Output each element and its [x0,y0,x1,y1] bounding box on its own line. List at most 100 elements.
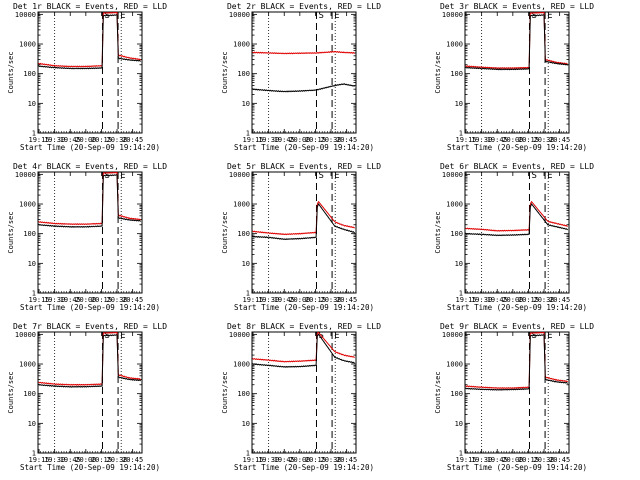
y-tick-label: 10000 [442,11,463,19]
events-series-line [38,334,142,388]
y-tick-label: 1 [459,290,463,298]
saa-marker-label: E [120,171,125,181]
x-tick-label: 19:45 [274,136,295,144]
chart-title: Det 2r BLACK = Events, RED = LLD [227,2,381,11]
y-tick-label: 10000 [442,331,463,339]
y-tick-label: 1000 [233,361,250,369]
x-tick-label: 20:00 [75,456,96,464]
x-tick-label: 19:15 [243,456,264,464]
lld-series-line [252,332,355,363]
detector-panel: Det 3r BLACK = Events, RED = LLD 1 10 100 10… [434,2,594,152]
x-axis-label: Start Time (20-Sep-09 19:14:20) [447,463,587,472]
x-axis-label: Start Time (20-Sep-09 19:14:20) [20,463,160,472]
lld-series-line [465,332,568,390]
x-tick-label: 20:15 [518,456,539,464]
events-series-line [252,83,355,93]
x-tick-label: 19:15 [456,456,477,464]
x-tick-label: 20:15 [91,136,112,144]
x-tick-label: 20:00 [502,296,523,304]
detector-panel: Det 7r BLACK = Events, RED = LLD 1 10 100 10… [7,322,167,472]
y-axis-label: Counts/sec [7,211,15,253]
x-tick-label: 19:45 [60,136,81,144]
y-tick-label: 10 [455,260,463,268]
x-tick-label: 20:15 [305,456,326,464]
y-tick-label: 100 [237,230,250,238]
x-tick-label: 20:30 [321,136,342,144]
x-tick-label: 20:15 [91,456,112,464]
lld-series-line [38,172,141,226]
x-tick-label: 20:45 [549,456,570,464]
x-tick-label: 20:00 [75,296,96,304]
saa-marker-label: S [318,171,323,181]
x-tick-label: 20:00 [75,136,96,144]
lld-series-line [252,50,356,55]
detector-panel: Det 4r BLACK = Events, RED = LLD 1 10 100 10… [7,162,167,312]
x-tick-label: 19:45 [60,456,81,464]
y-tick-label: 10 [28,100,36,108]
y-tick-label: 100 [237,390,250,398]
detector-panel: Det 6r BLACK = Events, RED = LLD 1 10 100 10… [434,162,594,312]
x-tick-label: 20:45 [122,136,143,144]
y-tick-label: 1 [246,290,250,298]
x-tick-label: 20:00 [502,456,523,464]
x-tick-label: 19:30 [258,296,279,304]
x-tick-label: 19:15 [29,136,50,144]
plot-frame [464,171,570,294]
y-tick-label: 1000 [446,41,463,49]
x-tick-label: 20:45 [122,456,143,464]
x-tick-label: 19:30 [44,136,65,144]
y-tick-label: 10 [455,100,463,108]
y-tick-label: 1 [459,450,463,458]
x-axis-label: Start Time (20-Sep-09 19:14:20) [447,303,587,312]
saa-marker-label: E [547,331,552,341]
saa-marker-label: S [531,171,536,181]
y-tick-label: 1 [32,450,36,458]
x-tick-label: 20:15 [305,296,326,304]
y-tick-label: 100 [450,390,463,398]
y-tick-label: 10 [28,420,36,428]
y-tick-label: 10000 [229,171,250,179]
x-tick-label: 19:15 [456,136,477,144]
y-tick-label: 100 [450,70,463,78]
x-tick-label: 20:15 [518,296,539,304]
plot-frame [251,11,357,134]
y-tick-label: 10000 [15,171,36,179]
y-tick-label: 10 [455,420,463,428]
y-tick-label: 1000 [19,201,36,209]
y-tick-label: 100 [450,230,463,238]
saa-marker-label: E [334,331,339,341]
x-tick-label: 20:30 [534,456,555,464]
detector-panel: Det 2r BLACK = Events, RED = LLD 1 10 100 10… [221,2,381,152]
y-tick-label: 100 [23,70,36,78]
y-tick-label: 1000 [19,361,36,369]
x-tick-label: 20:15 [518,136,539,144]
saa-marker-label: E [120,11,125,21]
y-axis-label: Counts/sec [434,371,442,413]
y-axis-label: Counts/sec [7,51,15,93]
y-tick-label: 10 [242,260,250,268]
x-tick-label: 20:30 [534,136,555,144]
y-tick-label: 10000 [442,171,463,179]
x-tick-label: 19:30 [258,136,279,144]
saa-marker-label: E [120,331,125,341]
x-tick-label: 19:45 [487,456,508,464]
lld-series-line [38,12,141,68]
x-tick-label: 20:30 [321,456,342,464]
lld-series-line [38,332,141,386]
y-tick-label: 100 [23,230,36,238]
x-tick-label: 19:15 [456,296,477,304]
x-tick-label: 20:45 [336,456,357,464]
plot-frame [464,11,570,134]
chart-title: Det 6r BLACK = Events, RED = LLD [440,162,594,171]
x-tick-label: 20:00 [289,136,310,144]
x-tick-label: 20:45 [336,136,357,144]
events-series-line [252,202,356,241]
y-tick-label: 1 [32,290,36,298]
x-tick-label: 19:30 [471,456,492,464]
x-tick-label: 20:15 [305,136,326,144]
events-series-line [465,14,569,71]
x-axis-label: Start Time (20-Sep-09 19:14:20) [20,143,160,152]
events-series-line [465,334,569,391]
y-tick-label: 10000 [15,331,36,339]
events-series-line [38,174,142,228]
